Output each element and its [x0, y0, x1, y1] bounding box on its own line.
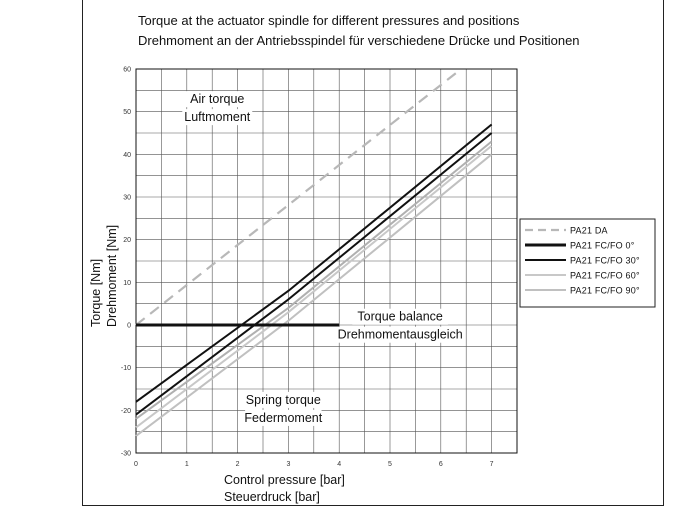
annotation-background	[182, 91, 253, 108]
y-axis-label: Torque [Nm]	[89, 259, 103, 327]
series-line-extra	[135, 132, 493, 416]
x-axis-label-german: Steuerdruck [bar]	[224, 490, 320, 504]
y-tick-label: -10	[121, 365, 131, 372]
series-line-60	[135, 145, 493, 429]
annotation-background	[352, 308, 448, 325]
x-tick-label: 5	[388, 461, 392, 468]
x-axis-label: Control pressure [bar]	[224, 473, 345, 487]
annotation-background	[245, 409, 322, 426]
x-tick-label: 3	[286, 461, 290, 468]
series-line-90	[135, 153, 493, 437]
annotations: Air torque Luftmoment Torque balance Drehmo…	[182, 91, 464, 426]
annotation-text: Drehmomentausgleich	[338, 328, 463, 342]
legend: PA21 DA PA21 FC/FO 0° PA21 FC/FO 30° PA21 F…	[519, 218, 656, 308]
chart-frame: Torque at the actuator spindle for diffe…	[82, 0, 664, 506]
y-axis-label-german: Drehmoment [Nm]	[105, 225, 119, 327]
chart-title: Torque at the actuator spindle for diffe…	[138, 13, 520, 28]
legend-label: PA21 FC/FO 90°	[570, 286, 640, 296]
legend-box	[519, 218, 656, 308]
x-tick-label: 1	[185, 461, 189, 468]
y-tick-label: 50	[123, 109, 131, 116]
legend-label: PA21 FC/FO 0°	[570, 241, 635, 251]
legend-label: PA21 DA	[570, 226, 608, 236]
plot-grid	[135, 68, 518, 454]
series-layer	[135, 68, 493, 437]
x-tick-label: 6	[439, 461, 443, 468]
annotation-background	[182, 109, 253, 126]
y-tick-label: 30	[123, 195, 131, 202]
annotation-text: Luftmoment	[184, 110, 251, 124]
x-tick-label: 4	[337, 461, 341, 468]
y-tick-label: 0	[127, 323, 131, 330]
tick-labels: 0 1 2 3 4 5 6 7 -30 -20 -10 0 10 20 30 40 50 60	[121, 67, 494, 469]
annotation-text: Air torque	[190, 92, 244, 106]
annotation-text: Federmoment	[244, 411, 322, 425]
annotation-background	[336, 326, 464, 343]
y-tick-label: -30	[121, 451, 131, 458]
series-line-da	[135, 68, 462, 326]
x-tick-label: 0	[134, 461, 138, 468]
torque-chart: Torque at the actuator spindle for diffe…	[89, 13, 656, 504]
y-tick-label: 20	[123, 237, 131, 244]
annotation-background	[238, 391, 328, 408]
plot-border	[135, 68, 518, 454]
series-line-30	[135, 123, 493, 403]
series-line-extra	[135, 140, 493, 420]
y-tick-label: -20	[121, 408, 131, 415]
x-tick-label: 7	[490, 461, 494, 468]
annotation-text: Spring torque	[246, 393, 321, 407]
x-tick-label: 2	[236, 461, 240, 468]
legend-label: PA21 FC/FO 60°	[570, 271, 640, 281]
legend-label: PA21 FC/FO 30°	[570, 256, 640, 266]
y-tick-label: 40	[123, 152, 131, 159]
annotation-text: Torque balance	[357, 310, 443, 324]
chart-subtitle: Drehmoment an der Antriebsspindel für ve…	[138, 33, 580, 48]
y-tick-label: 60	[123, 67, 131, 74]
y-tick-label: 10	[123, 280, 131, 287]
